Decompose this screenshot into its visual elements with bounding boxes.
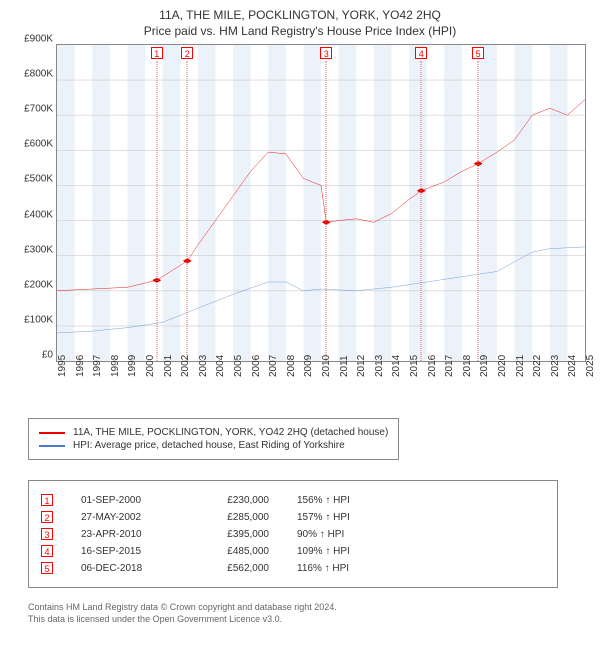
x-tick-label: 2021 (515, 355, 526, 377)
x-tick-label: 1996 (75, 355, 86, 377)
x-tick-label: 2009 (303, 355, 314, 377)
x-tick-label: 2014 (391, 355, 402, 377)
sale-price: £395,000 (199, 529, 269, 540)
x-tick-label: 2012 (356, 355, 367, 377)
sale-row: 4 16-SEP-2015 £485,000 109% ↑ HPI (41, 545, 545, 557)
x-tick-label: 2001 (163, 355, 174, 377)
x-tick-label: 2008 (286, 355, 297, 377)
x-tick-label: 2004 (215, 355, 226, 377)
legend-item: HPI: Average price, detached house, East… (39, 440, 388, 451)
x-tick-label: 2007 (268, 355, 279, 377)
x-tick-label: 2003 (198, 355, 209, 377)
x-tick-label: 2022 (532, 355, 543, 377)
sale-row: 1 01-SEP-2000 £230,000 156% ↑ HPI (41, 494, 545, 506)
x-tick-label: 2019 (479, 355, 490, 377)
x-tick-label: 2005 (233, 355, 244, 377)
x-tick-label: 2002 (180, 355, 191, 377)
sale-number-box: 1 (41, 494, 53, 506)
x-tick-label: 2006 (251, 355, 262, 377)
sale-price: £230,000 (199, 495, 269, 506)
y-axis-labels: £0£100K£200K£300K£400K£500K£600K£700K£80… (11, 39, 55, 355)
y-tick-label: £500K (24, 174, 53, 185)
x-tick-label: 2023 (550, 355, 561, 377)
sale-price: £285,000 (199, 512, 269, 523)
sale-hpi: 90% ↑ HPI (297, 529, 377, 540)
sale-price: £562,000 (199, 563, 269, 574)
footer-attribution: Contains HM Land Registry data © Crown c… (28, 602, 572, 625)
legend-item: 11A, THE MILE, POCKLINGTON, YORK, YO42 2… (39, 427, 388, 438)
chart-container: 11A, THE MILE, POCKLINGTON, YORK, YO42 2… (0, 0, 600, 631)
sale-price: £485,000 (199, 546, 269, 557)
sale-hpi: 109% ↑ HPI (297, 546, 377, 557)
chart-title: 11A, THE MILE, POCKLINGTON, YORK, YO42 2… (14, 8, 586, 22)
legend-swatch (39, 445, 65, 447)
sale-row: 3 23-APR-2010 £395,000 90% ↑ HPI (41, 528, 545, 540)
sale-vline (478, 61, 479, 361)
x-tick-label: 1995 (57, 355, 68, 377)
y-tick-label: £100K (24, 314, 53, 325)
x-tick-label: 2010 (321, 355, 332, 377)
legend-label: 11A, THE MILE, POCKLINGTON, YORK, YO42 2… (73, 427, 388, 438)
x-tick-label: 1999 (127, 355, 138, 377)
y-tick-label: £700K (24, 104, 53, 115)
chart-lines (57, 45, 585, 361)
x-axis-labels: 1995199619971998199920002001200220032004… (57, 363, 585, 403)
sale-marker-box: 2 (181, 47, 193, 59)
sale-marker-box: 3 (320, 47, 332, 59)
y-tick-label: £400K (24, 209, 53, 220)
x-tick-label: 2024 (567, 355, 578, 377)
sale-row: 5 06-DEC-2018 £562,000 116% ↑ HPI (41, 562, 545, 574)
x-tick-label: 2025 (585, 355, 596, 377)
chart-subtitle: Price paid vs. HM Land Registry's House … (14, 24, 586, 38)
legend-swatch (39, 432, 65, 434)
sale-date: 23-APR-2010 (81, 529, 171, 540)
x-tick-label: 2018 (462, 355, 473, 377)
plot-area: £0£100K£200K£300K£400K£500K£600K£700K£80… (56, 44, 586, 362)
sale-vline (156, 61, 157, 361)
sale-vline (187, 61, 188, 361)
footer-line: This data is licensed under the Open Gov… (28, 614, 572, 626)
x-tick-label: 1997 (92, 355, 103, 377)
y-tick-label: £600K (24, 139, 53, 150)
sales-table: 1 01-SEP-2000 £230,000 156% ↑ HPI 2 27-MAY-20… (28, 480, 558, 588)
y-tick-label: £200K (24, 279, 53, 290)
sale-number-box: 3 (41, 528, 53, 540)
x-tick-label: 2000 (145, 355, 156, 377)
y-tick-label: £800K (24, 69, 53, 80)
x-tick-label: 2011 (339, 355, 350, 377)
sale-marker-box: 4 (415, 47, 427, 59)
x-tick-label: 2020 (497, 355, 508, 377)
x-tick-label: 2015 (409, 355, 420, 377)
sale-vline (421, 61, 422, 361)
legend-label: HPI: Average price, detached house, East… (73, 440, 345, 451)
sale-number-box: 5 (41, 562, 53, 574)
sale-hpi: 116% ↑ HPI (297, 563, 377, 574)
sale-marker-box: 1 (151, 47, 163, 59)
sale-number-box: 4 (41, 545, 53, 557)
sale-date: 16-SEP-2015 (81, 546, 171, 557)
sale-row: 2 27-MAY-2002 £285,000 157% ↑ HPI (41, 511, 545, 523)
sale-marker-box: 5 (472, 47, 484, 59)
x-tick-label: 2013 (374, 355, 385, 377)
sale-number-box: 2 (41, 511, 53, 523)
legend: 11A, THE MILE, POCKLINGTON, YORK, YO42 2… (28, 418, 399, 460)
y-tick-label: £900K (24, 34, 53, 45)
footer-line: Contains HM Land Registry data © Crown c… (28, 602, 572, 614)
sale-date: 27-MAY-2002 (81, 512, 171, 523)
x-tick-label: 2017 (444, 355, 455, 377)
sale-hpi: 157% ↑ HPI (297, 512, 377, 523)
x-tick-label: 2016 (427, 355, 438, 377)
y-tick-label: £300K (24, 244, 53, 255)
sale-date: 06-DEC-2018 (81, 563, 171, 574)
sale-vline (326, 61, 327, 361)
y-tick-label: £0 (42, 350, 53, 361)
sale-hpi: 156% ↑ HPI (297, 495, 377, 506)
x-tick-label: 1998 (110, 355, 121, 377)
sale-date: 01-SEP-2000 (81, 495, 171, 506)
